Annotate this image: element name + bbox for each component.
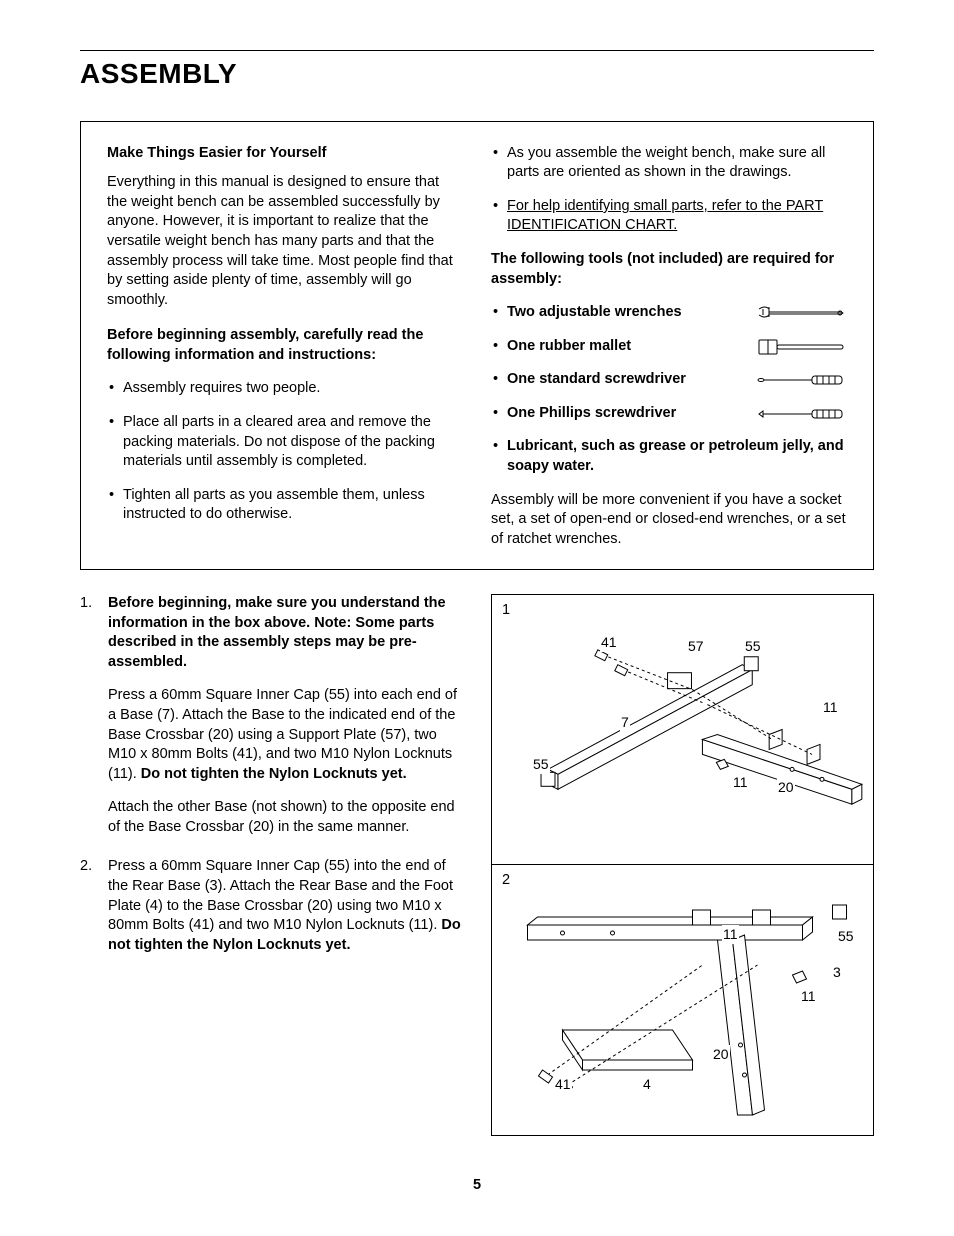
info-box-right-column: As you assemble the weight bench, make s… [491,144,847,549]
callout-55b: 55 [532,755,550,774]
bullet-item: Assembly requires two people. [107,379,463,399]
callout-55: 55 [837,927,855,946]
callout-11b: 11 [800,987,817,1006]
box-left-bullets: Assembly requires two people. Place all … [107,379,463,524]
diagram-1: 1 [492,595,873,865]
page-title: ASSEMBLY [80,55,874,93]
tool-item: One rubber mallet [491,337,847,357]
tool-item: Two adjustable wrenches [491,303,847,323]
tool-label: Two adjustable wrenches [507,303,682,323]
callout-4: 4 [642,1075,652,1094]
bullet-item: Place all parts in a cleared area and re… [107,413,463,472]
step-2: Press a 60mm Square Inner Cap (55) into … [80,857,463,955]
tool-item: One standard screwdriver [491,370,847,390]
info-box: Make Things Easier for Yourself Everythi… [80,121,874,570]
diagram-1-number: 1 [502,601,510,621]
callout-3: 3 [832,963,842,982]
box-heading: Make Things Easier for Yourself [107,144,463,164]
step-1: Before beginning, make sure you understa… [80,594,463,837]
step-1-p1: Press a 60mm Square Inner Cap (55) into … [108,686,463,784]
top-rule [80,50,874,51]
step-2-p1-text: Press a 60mm Square Inner Cap (55) into … [108,858,453,933]
step-2-p1: Press a 60mm Square Inner Cap (55) into … [108,857,463,955]
bullet-item: For help identifying small parts, refer … [491,197,847,236]
diagram-2: 2 [492,865,873,1135]
callout-7: 7 [620,713,630,732]
tool-item: One Phillips screwdriver [491,404,847,424]
callout-11b: 11 [822,698,839,717]
rubber-mallet-icon [757,338,847,356]
tool-label: One rubber mallet [507,337,631,357]
diagram-2-number: 2 [502,871,510,891]
box-intro: Everything in this manual is designed to… [107,173,463,310]
callout-20: 20 [712,1045,730,1064]
tool-label: One standard screwdriver [507,370,686,390]
step-1-lead: Before beginning, make sure you understa… [108,594,463,672]
assembly-steps: Before beginning, make sure you understa… [80,594,463,955]
info-box-left-column: Make Things Easier for Yourself Everythi… [107,144,463,549]
step-1-p2: Attach the other Base (not shown) to the… [108,798,463,837]
callout-41: 41 [600,633,618,652]
bullet-underlined: For help identifying small parts, refer … [507,198,823,234]
steps-column: Before beginning, make sure you understa… [80,594,463,1136]
callout-11a: 11 [732,773,749,792]
tool-item: Lubricant, such as grease or petroleum j… [491,437,847,476]
tool-label: Lubricant, such as grease or petroleum j… [507,438,844,474]
adjustable-wrench-icon [757,305,847,321]
box-preamble: Before beginning assembly, carefully rea… [107,326,463,365]
bullet-item: As you assemble the weight bench, make s… [491,144,847,183]
callout-41: 41 [554,1075,572,1094]
page-number: 5 [80,1176,874,1196]
callout-11a: 11 [722,925,739,944]
step-1-p1-bold: Do not tighten the Nylon Locknuts yet. [141,766,407,782]
diagram-frame: 1 [491,594,874,1136]
bullet-item: Tighten all parts as you assemble them, … [107,486,463,525]
tool-list: Two adjustable wrenches One rubber malle… [491,303,847,476]
callout-20: 20 [777,778,795,797]
callout-57: 57 [687,637,705,656]
tool-label: One Phillips screwdriver [507,404,676,424]
standard-screwdriver-icon [757,374,847,386]
tools-heading: The following tools (not included) are r… [491,250,847,289]
diagrams-column: 1 [491,594,874,1136]
callout-55: 55 [744,637,762,656]
diagram-1-svg [492,595,873,864]
lower-section: Before beginning, make sure you understa… [80,594,874,1136]
box-right-top-bullets: As you assemble the weight bench, make s… [491,144,847,236]
box-closing: Assembly will be more convenient if you … [491,491,847,550]
phillips-screwdriver-icon [757,408,847,420]
